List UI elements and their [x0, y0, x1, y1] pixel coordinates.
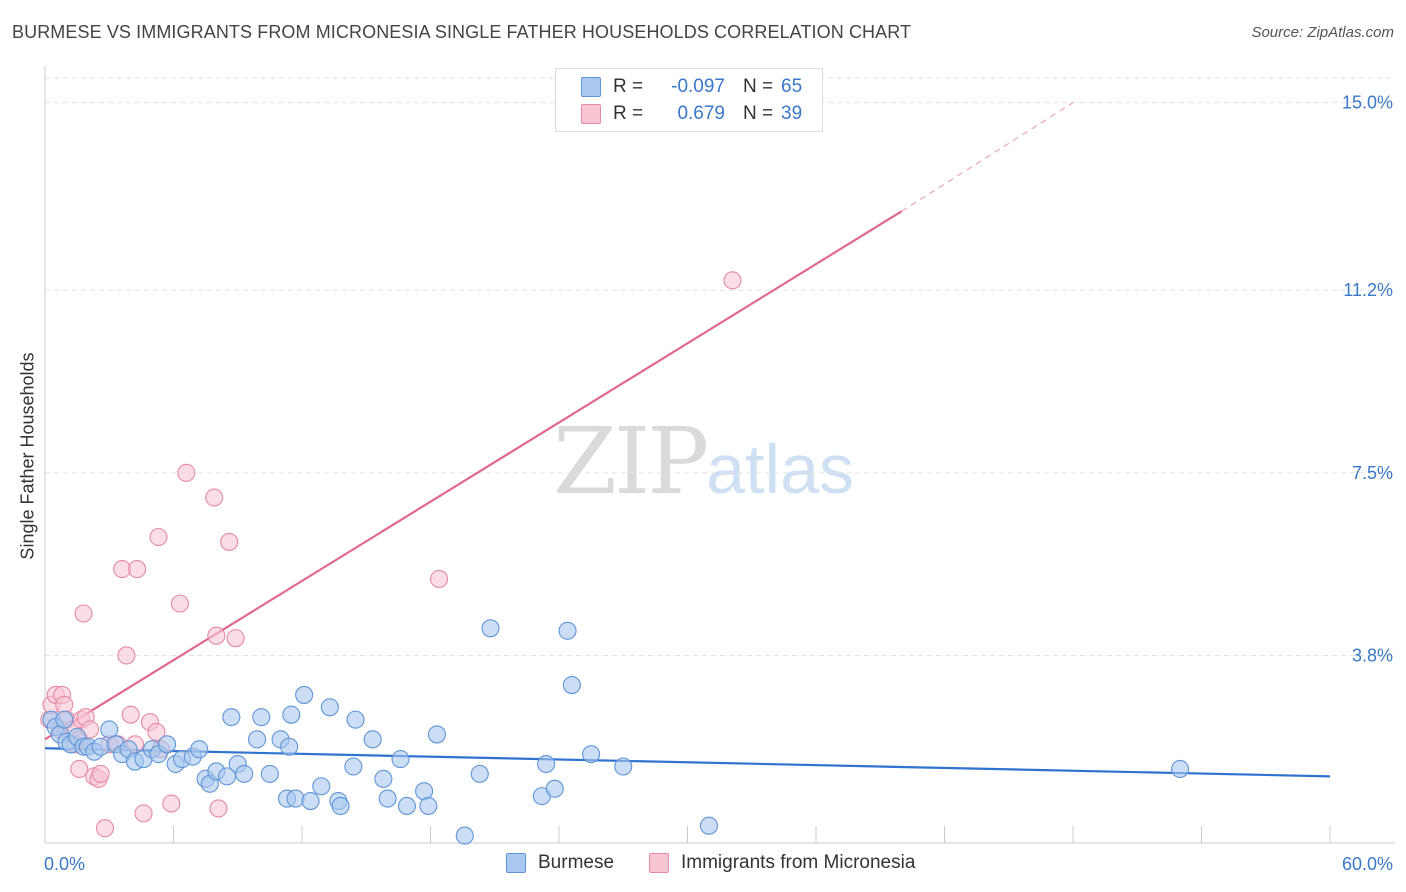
- legend-r-label: R =: [613, 103, 644, 124]
- micronesia-trend-line: [44, 210, 903, 741]
- burmese-point: [455, 826, 474, 845]
- y-tick-label: 3.8%: [1352, 645, 1393, 665]
- burmese-point: [562, 676, 581, 695]
- legend-micronesia-label: Immigrants from Micronesia: [681, 852, 916, 873]
- burmese-point: [470, 764, 489, 783]
- burmese-point: [280, 737, 299, 756]
- burmese-point: [344, 757, 363, 776]
- micronesia-point: [70, 759, 89, 779]
- watermark-atlas: atlas: [706, 430, 855, 508]
- burmese-point: [260, 764, 279, 783]
- legend-n-value: 39: [781, 103, 803, 124]
- tick-labels: 3.8% 7.5% 11.2% 15.0% 0.0% 60.0%: [44, 93, 1393, 874]
- x-tick-label: 0.0%: [44, 854, 85, 874]
- micronesia-point: [220, 532, 239, 551]
- micronesia-point: [117, 646, 136, 665]
- burmese-point: [312, 777, 331, 796]
- micronesia-legend-swatch-icon: [649, 853, 669, 873]
- burmese-point: [537, 754, 556, 774]
- burmese-point: [91, 737, 110, 756]
- series-legend: Burmese Immigrants from Micronesia: [0, 852, 1406, 878]
- legend-n-value: 65: [781, 76, 803, 97]
- legend-row-burmese: R = -0.097 N = 65: [581, 75, 802, 99]
- burmese-point: [158, 735, 177, 754]
- burmese-point: [558, 621, 577, 640]
- burmese-legend-swatch-icon: [506, 853, 526, 873]
- burmese-point: [301, 791, 320, 811]
- burmese-point: [545, 779, 564, 798]
- burmese-point: [190, 740, 209, 759]
- burmese-point: [378, 789, 397, 808]
- micronesia-point: [149, 527, 168, 547]
- legend-row-micronesia: R = 0.679 N = 39: [581, 102, 802, 126]
- burmese-point: [247, 730, 267, 749]
- micronesia-point: [91, 764, 110, 783]
- burmese-point: [699, 816, 718, 835]
- micronesia-point: [205, 488, 224, 507]
- y-tick-label: 15.0%: [1342, 93, 1393, 113]
- micronesia-point: [170, 594, 189, 613]
- micronesia-point: [121, 705, 140, 724]
- micronesia-point: [430, 569, 449, 589]
- burmese-point: [582, 745, 601, 764]
- source-label: Source: ZipAtlas.com: [1251, 24, 1394, 41]
- burmese-point: [374, 769, 393, 788]
- legend-n-label: N =: [743, 103, 774, 124]
- y-tick-label: 7.5%: [1352, 463, 1393, 483]
- burmese-point: [614, 757, 633, 776]
- micronesia-point: [207, 626, 226, 645]
- burmese-point: [391, 750, 410, 769]
- burmese-point: [363, 730, 382, 749]
- micronesia-point: [162, 794, 181, 813]
- micronesia-point: [723, 271, 742, 290]
- burmese-swatch-icon: [581, 77, 601, 97]
- burmese-point: [55, 710, 74, 729]
- axes: [44, 66, 1395, 844]
- burmese-trend-line: [44, 747, 1331, 778]
- micronesia-point: [95, 819, 115, 838]
- micronesia-point: [177, 463, 196, 482]
- watermark: ZIPatlas: [553, 408, 854, 515]
- legend-burmese-label: Burmese: [538, 852, 615, 873]
- micronesia-point: [128, 560, 147, 579]
- data-points: [40, 271, 1190, 845]
- burmese-point: [1171, 759, 1190, 779]
- micronesia-point: [209, 799, 228, 818]
- burmese-point: [427, 725, 446, 744]
- burmese-point: [286, 789, 305, 808]
- micronesia-point: [147, 722, 166, 742]
- burmese-point: [252, 708, 271, 727]
- legend-n-label: N =: [743, 76, 774, 97]
- micronesia-swatch-icon: [581, 104, 601, 124]
- burmese-point: [346, 710, 365, 729]
- burmese-point: [295, 685, 314, 704]
- legend-r-value: 0.679: [677, 103, 725, 124]
- y-tick-label: 11.2%: [1343, 280, 1393, 300]
- legend-item-micronesia[interactable]: Immigrants from Micronesia: [649, 852, 915, 874]
- burmese-point: [222, 708, 241, 727]
- legend-r-value: -0.097: [671, 76, 725, 97]
- micronesia-point: [134, 804, 153, 823]
- watermark-zip: ZIP: [553, 408, 709, 515]
- burmese-point: [282, 705, 301, 724]
- micronesia-trend-extension: [901, 102, 1074, 212]
- burmese-point: [397, 796, 416, 816]
- legend-r-label: R =: [613, 76, 644, 97]
- burmese-point: [419, 796, 438, 816]
- micronesia-point: [226, 629, 245, 648]
- burmese-point: [235, 764, 254, 783]
- chart-title: BURMESE VS IMMIGRANTS FROM MICRONESIA SI…: [12, 22, 912, 42]
- micronesia-point: [74, 604, 93, 623]
- correlation-legend: R = -0.097 N = 65 R = 0.679 N = 39: [555, 68, 823, 132]
- y-axis-title: Single Father Households: [17, 352, 38, 560]
- burmese-point: [320, 698, 339, 717]
- trend-lines: [44, 102, 1331, 778]
- legend-item-burmese[interactable]: Burmese: [506, 852, 614, 874]
- grid-lines: [45, 77, 1395, 656]
- x-tick-label: 60.0%: [1342, 854, 1393, 874]
- burmese-point: [331, 796, 350, 816]
- burmese-point: [481, 619, 500, 638]
